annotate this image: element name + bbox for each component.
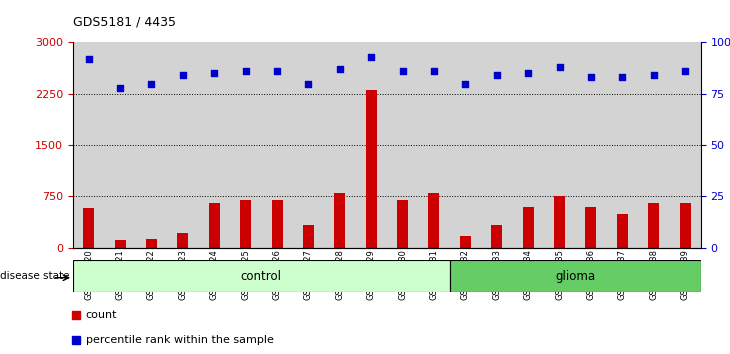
Text: control: control <box>241 270 282 282</box>
Text: glioma: glioma <box>556 270 595 282</box>
Point <box>82 56 95 62</box>
Bar <box>554 196 565 248</box>
Bar <box>544 42 575 248</box>
Point <box>114 85 126 91</box>
Bar <box>115 240 126 248</box>
Point <box>460 81 472 86</box>
Text: percentile rank within the sample: percentile rank within the sample <box>85 335 274 344</box>
Bar <box>669 42 701 248</box>
Bar <box>387 42 418 248</box>
Bar <box>356 42 387 248</box>
Bar <box>261 42 293 248</box>
Bar <box>272 200 283 248</box>
Bar <box>104 42 136 248</box>
Point <box>679 68 691 74</box>
Bar <box>585 207 596 248</box>
Bar <box>177 233 188 248</box>
Text: disease state: disease state <box>0 271 69 281</box>
Point <box>209 70 220 76</box>
Point <box>428 68 439 74</box>
Point <box>239 68 251 74</box>
Bar <box>680 203 691 248</box>
Bar <box>418 42 450 248</box>
Bar <box>303 225 314 248</box>
Point <box>491 73 502 78</box>
Point <box>648 73 659 78</box>
Bar <box>167 42 199 248</box>
Bar <box>450 260 701 292</box>
Bar <box>230 42 261 248</box>
Bar <box>397 200 408 248</box>
Bar <box>293 42 324 248</box>
Point <box>616 75 628 80</box>
Bar <box>136 42 167 248</box>
Bar <box>199 42 230 248</box>
Bar <box>429 193 439 248</box>
Point <box>145 81 158 86</box>
Text: GDS5181 / 4435: GDS5181 / 4435 <box>73 15 176 28</box>
Bar <box>209 202 220 248</box>
Point <box>303 81 315 86</box>
Bar <box>450 42 481 248</box>
Bar <box>575 42 607 248</box>
Point <box>334 66 346 72</box>
Bar <box>460 236 471 248</box>
Bar <box>324 42 356 248</box>
Bar <box>523 207 534 248</box>
Bar <box>240 200 251 248</box>
Bar <box>366 90 377 248</box>
Bar <box>146 239 157 248</box>
Bar <box>638 42 669 248</box>
Point <box>522 70 534 76</box>
Bar <box>607 42 638 248</box>
Point <box>397 68 409 74</box>
Point <box>554 64 566 70</box>
Point <box>585 75 596 80</box>
Bar <box>481 42 512 248</box>
Text: count: count <box>85 310 117 320</box>
Point <box>271 68 283 74</box>
Bar <box>512 42 544 248</box>
Bar <box>73 260 450 292</box>
Bar <box>617 213 628 248</box>
Bar <box>73 42 104 248</box>
Bar <box>83 208 94 248</box>
Bar <box>491 225 502 248</box>
Bar <box>648 203 659 248</box>
Bar <box>334 193 345 248</box>
Point <box>177 73 188 78</box>
Point <box>365 54 377 60</box>
